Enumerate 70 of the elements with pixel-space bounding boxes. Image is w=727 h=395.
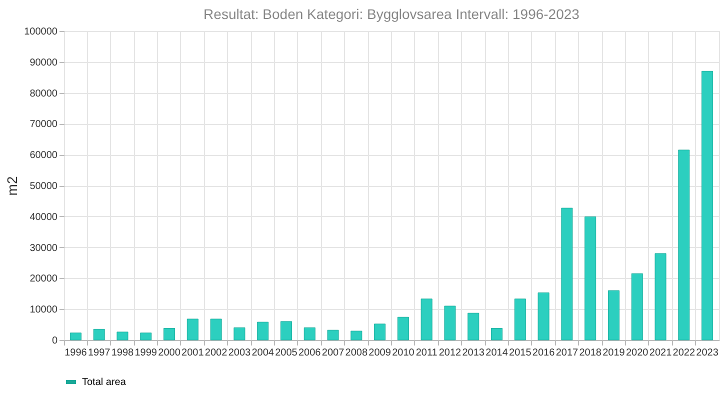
y-tick-label: 30000 [30, 242, 58, 254]
x-tick-label: 2013 [462, 348, 485, 358]
bar [350, 330, 362, 340]
bar [702, 70, 714, 340]
x-tick-label: 1999 [134, 348, 158, 358]
bar [304, 327, 316, 340]
bar [140, 332, 152, 340]
x-tick-label: 2017 [556, 348, 579, 358]
x-tick-label: 2011 [416, 348, 438, 358]
bar [164, 328, 176, 340]
x-tick-label: 2021 [649, 348, 672, 358]
x-tick-label: 2022 [672, 348, 696, 358]
y-tick-label: 70000 [30, 119, 58, 130]
bar [257, 322, 269, 340]
x-tick-label: 2007 [322, 348, 345, 358]
bar [561, 208, 573, 340]
x-tick-label: 2016 [532, 348, 556, 358]
bar [327, 330, 339, 340]
bar [397, 316, 409, 340]
bar [70, 332, 82, 340]
y-tick-label: 60000 [30, 150, 58, 162]
bar [468, 312, 480, 340]
x-tick-label: 2005 [275, 348, 298, 358]
x-tick-label: 2014 [486, 348, 508, 358]
bar [374, 324, 386, 340]
x-tick-label: 2019 [602, 348, 626, 358]
y-tick-label: 20000 [30, 274, 58, 285]
x-tick-label: 2002 [204, 348, 228, 358]
bar [280, 321, 292, 340]
x-tick-label: 2010 [392, 348, 415, 358]
x-tick-label: 2004 [252, 348, 274, 358]
bar [116, 332, 128, 340]
x-tick-label: 2003 [228, 348, 252, 358]
x-tick-label: 2009 [368, 348, 392, 358]
x-tick-label: 2020 [626, 348, 649, 358]
bar [234, 327, 246, 340]
legend-label: Total area [82, 377, 126, 388]
x-tick-label: 2001 [182, 348, 204, 358]
x-tick-label: 2015 [509, 348, 532, 358]
y-tick-label: 100000 [24, 26, 58, 38]
bar [420, 298, 432, 340]
bar [514, 298, 526, 340]
x-tick-label: 2008 [345, 348, 368, 358]
x-tick-label: 1996 [64, 348, 88, 358]
y-tick-label: 40000 [30, 212, 58, 223]
y-tick-label: 90000 [30, 57, 58, 68]
x-tick-label: 2012 [438, 348, 462, 358]
bar [491, 328, 503, 340]
bar [444, 306, 456, 340]
y-tick-label: 0 [52, 336, 58, 346]
bar [608, 290, 620, 340]
y-tick-label: 10000 [30, 304, 58, 316]
x-tick-label: 2018 [579, 348, 602, 358]
bar [631, 273, 643, 340]
x-tick-label: 2000 [158, 348, 181, 358]
bar [210, 318, 222, 340]
bar [93, 328, 105, 340]
x-tick-label: 2023 [696, 348, 719, 358]
bar [538, 292, 550, 340]
bar [678, 150, 690, 340]
x-tick-label: 1997 [88, 348, 111, 358]
bar [654, 253, 666, 340]
y-axis-title: m2 [4, 176, 20, 196]
x-tick-label: 1998 [111, 348, 134, 358]
y-tick-label: 80000 [30, 88, 58, 100]
x-tick-label: 2006 [298, 348, 322, 358]
y-tick-label: 50000 [30, 181, 58, 192]
bar [584, 216, 596, 340]
chart-title: Resultat: Boden Kategori: Bygglovsarea Intervall: 1996-2023 [204, 6, 580, 22]
bar [186, 318, 198, 340]
